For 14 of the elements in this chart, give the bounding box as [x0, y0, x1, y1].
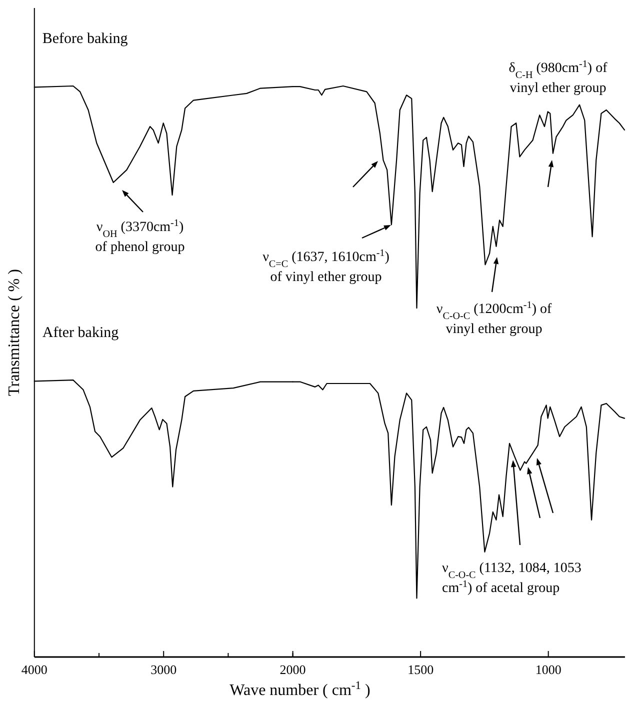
annotation: δ$_{C-H}$ (980cm$^{-1}$) of vinyl ether group [508, 58, 608, 96]
x-tick-label: 1500 [408, 662, 434, 677]
text: Before baking [42, 31, 128, 48]
annotation: ν$_{OH}$ (3370cm$^{-1}$) of phenol group [95, 218, 185, 255]
x-tick-label: 4000 [21, 662, 48, 677]
y-axis-title: Transmittance ( % ) [6, 269, 23, 396]
x-axis-title: Wave number ( cm$^{-1}$ ) [230, 680, 370, 699]
annotation: ν$_{C=C}$ (1637, 1610cm$^{-1}$) of vinyl ether group [262, 248, 390, 285]
x-tick-label: 1000 [535, 662, 562, 677]
annotation: ν$_{C-O-C}$ (1200cm$^{-1}$) of vinyl ether group [436, 300, 552, 337]
x-tick-label: 3000 [150, 662, 177, 677]
text: After baking [42, 325, 120, 342]
x-tick-label: 2000 [280, 662, 306, 677]
text: ν$_{C-O-C}$ (1132, 1084, 1053 cm$^{-1}$) of acetal group [442, 561, 582, 596]
